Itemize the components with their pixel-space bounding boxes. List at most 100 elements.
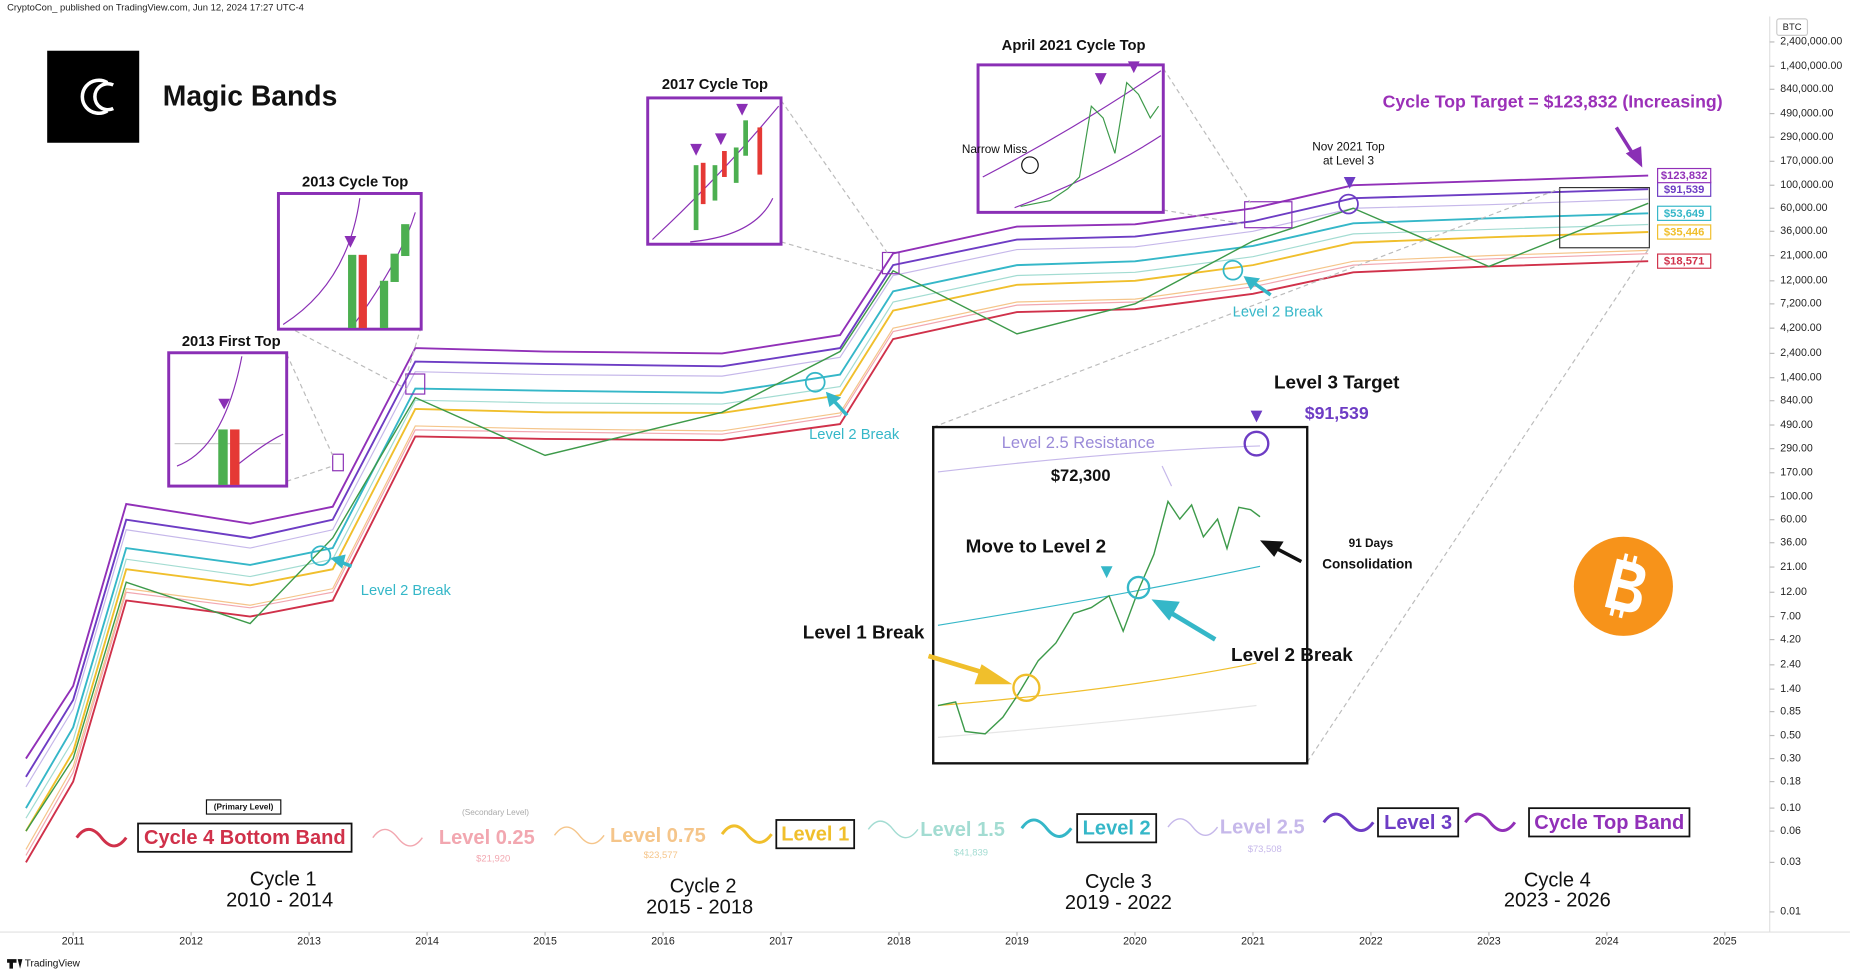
arrow [1243,276,1261,291]
inset-candle [230,429,240,485]
connector [933,188,1560,428]
cycle-years: 2015 - 2018 [646,897,753,919]
value-tag-label: $123,832 [1661,170,1708,182]
annotation: (Primary Level) [214,803,274,812]
y-tick-label: 0.10 [1780,802,1801,814]
y-tick-label: 0.50 [1780,729,1801,741]
x-tick-label: 2020 [1123,935,1147,947]
inset-arrow [1094,73,1107,85]
annotation: Consolidation [1322,557,1412,572]
annotation: April 2021 Cycle Top [1002,38,1146,54]
bitcoin-tick [1622,553,1629,563]
inset-candle [358,254,367,328]
annotation: 91 Days [1349,537,1394,550]
legend-swatch [1020,818,1073,838]
legend-label: Cycle 4 Bottom Band [144,827,346,849]
footer: TradingView [25,959,81,970]
arrow [832,399,849,417]
inset-circle [1126,575,1151,600]
markers [310,186,1650,567]
y-tick-label: 490.00 [1780,419,1813,431]
y-tick-label: 290,000.00 [1780,131,1833,143]
inset-arrow [714,133,727,146]
inset-big [932,410,1309,765]
value-tag [1657,224,1712,240]
inset-candle [757,127,763,175]
annotation: Level 3 Target [1274,371,1400,392]
x-tick-label: 2024 [1595,935,1619,947]
inset-candle [218,429,228,485]
arrow [1275,547,1303,564]
inset-candle [693,165,699,231]
legend-label: Level 2 [1083,818,1151,840]
annotation: (Secondary Level) [462,808,529,817]
annotation: $72,300 [1051,467,1111,485]
legend-swatch [720,824,773,844]
y-tick-label: 21.00 [1780,561,1807,573]
legend-value: $23,577 [644,849,678,860]
inset-circle [1243,430,1270,457]
legend-label: Level 1.5 [920,819,1005,841]
y-tick-label: 490,000.00 [1780,107,1833,119]
inset-line [282,198,361,325]
inset-candle [390,253,399,282]
symbol: BTC [1783,21,1802,32]
inset-price [937,499,1261,735]
band-line [25,198,1649,788]
annotation: Level 2 Break [1231,644,1353,665]
inset-2013-first [167,351,289,488]
connector [1163,209,1245,225]
x-tick-label: 2025 [1713,935,1737,947]
inset-line [937,565,1261,626]
marker-circle [804,371,826,393]
bitcoin-glyph [1604,558,1646,613]
x-tick-label: 2022 [1359,935,1383,947]
legend-value: $21,920 [476,852,510,863]
inset-2021 [976,61,1165,214]
logo-mark [93,82,114,112]
band-line [25,174,1649,760]
inset-candle [700,162,706,205]
arrow [1151,599,1180,621]
arrow [825,391,842,408]
x-tick-label: 2023 [1477,935,1501,947]
connector [287,326,408,390]
y-tick-label: 0.30 [1780,752,1801,764]
y-tick-label: 1,400.00 [1780,371,1821,383]
y-tick-label: 36.00 [1780,537,1807,549]
y-tick-label: 0.85 [1780,705,1801,717]
value-tag-label: $91,539 [1664,184,1704,196]
y-tick-label: 21,000.00 [1780,249,1827,261]
inset-circle [1021,156,1039,175]
band-line [25,231,1649,832]
value-tag [1657,253,1712,269]
inset-arrow [1100,566,1113,579]
band-line [25,253,1649,856]
inset-candle [379,280,389,328]
annotation: Level 2 Break [1233,305,1324,321]
legend: Cycle 4 Bottom Band Level 0.25 $21,920 Leve… [75,807,1691,863]
inset-frame [167,351,289,488]
marker-box [1559,186,1650,249]
x-tick-label: 2011 [62,935,85,947]
x-tick-label: 2021 [1241,935,1265,947]
x-tick-label: 2014 [415,935,439,947]
x-tick-label: 2012 [179,935,203,947]
arrow [1343,176,1356,189]
band-line [25,223,1649,819]
y-tick-label: 0.03 [1780,856,1801,868]
connectors [286,68,1650,763]
y-tick-label: 60.00 [1780,514,1807,526]
inset-arrow [218,398,231,410]
y-tick-label: 1,400,000.00 [1780,60,1842,72]
primary-box [205,799,282,815]
marker-box [405,373,426,395]
legend-label: Cycle Top Band [1534,812,1684,834]
connector [286,353,334,456]
marker-box [1244,201,1293,229]
y-tick-label: 60,000.00 [1780,202,1827,214]
band-line [25,212,1649,809]
logo-mark [80,78,109,115]
